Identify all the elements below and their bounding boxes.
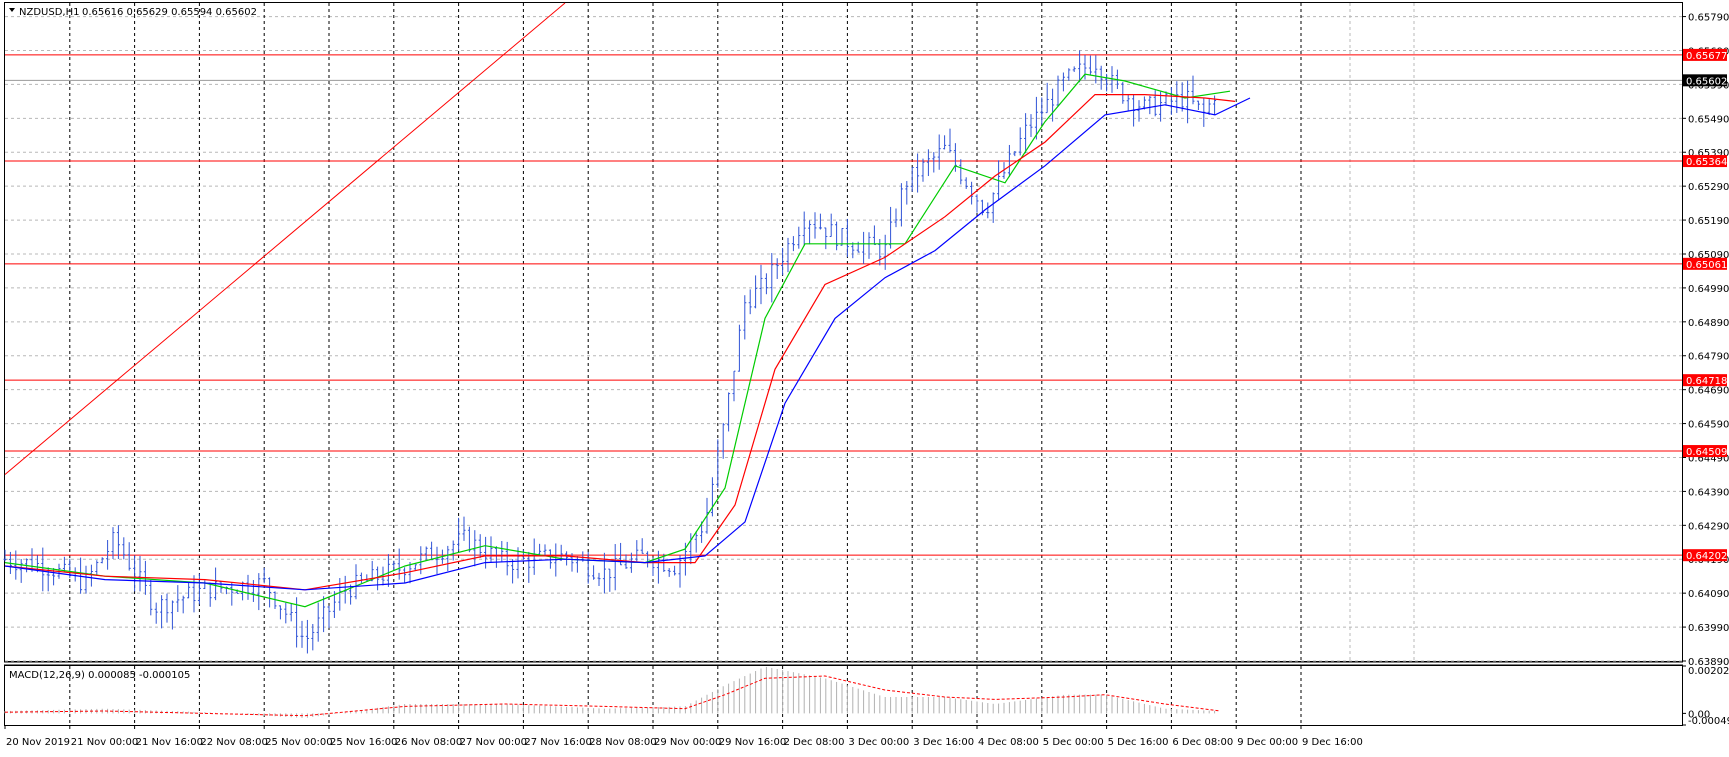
level-tag-label: 0.64718 [1686, 376, 1727, 387]
symbol-label: NZDUSD,H1 [19, 7, 79, 18]
main-pane-frame [4, 2, 1683, 662]
x-tick-label: 2 Dec 08:00 [784, 737, 845, 748]
price-tags: 0.65677 0.65364 0.65061 0.64718 0.64509 0.642… [1683, 48, 1727, 562]
level-tag-label: 0.65364 [1686, 157, 1727, 168]
x-tick-label: 22 Nov 08:00 [200, 737, 267, 748]
y-tick-label: 0.64990 [1688, 284, 1729, 295]
x-tick-label: 9 Dec 00:00 [1237, 737, 1298, 748]
x-tick-label: 25 Nov 16:00 [330, 737, 397, 748]
trend-line[interactable] [4, 2, 566, 475]
y-tick-label: 0.64690 [1688, 386, 1729, 397]
x-tick-label: 21 Nov 00:00 [71, 737, 138, 748]
level-tag-label: 0.64202 [1686, 551, 1727, 562]
support-resistance-lines [5, 54, 1682, 556]
y-tick-label: 0.65290 [1688, 182, 1729, 193]
level-tag-bg [1683, 257, 1727, 270]
y-tick-label: 0.65790 [1688, 13, 1729, 24]
level-tag-bg [1683, 445, 1727, 458]
x-tick-label: 25 Nov 00:00 [265, 737, 332, 748]
level-tag-label: 0.65677 [1686, 51, 1727, 62]
moving-average-green [4, 73, 1231, 608]
current-price-bg [1683, 74, 1727, 87]
level-tag-bg [1683, 374, 1727, 387]
moving-average-blue [4, 97, 1251, 591]
y-tick-label: 0.64790 [1688, 352, 1729, 363]
y-tick-label: 0.65190 [1688, 216, 1729, 227]
macd-pane-frame [4, 665, 1683, 726]
x-tick-label: 3 Dec 16:00 [913, 737, 974, 748]
macd-tick-label: 0.00 [1688, 709, 1710, 720]
y-tick-label: 0.65390 [1688, 148, 1729, 159]
x-tick-label: 26 Nov 08:00 [395, 737, 462, 748]
y-tick-label: 0.64490 [1688, 453, 1729, 464]
level-tag-bg [1683, 48, 1727, 61]
x-tick-label: 5 Dec 16:00 [1108, 737, 1169, 748]
y-tick-label: 0.64090 [1688, 589, 1729, 600]
y-tick-label: 0.64890 [1688, 318, 1729, 329]
y-tick-label: 0.65090 [1688, 250, 1729, 261]
price-axis[interactable]: 0.657900.656900.655900.654900.653900.652… [1682, 13, 1729, 727]
y-tick-label: 0.65490 [1688, 114, 1729, 125]
y-tick-label: 0.64390 [1688, 487, 1729, 498]
macd-signal-line [4, 675, 1221, 717]
x-tick-label: 3 Dec 00:00 [848, 737, 909, 748]
macd-tick-label: -0.000497 [1688, 716, 1729, 727]
grid [5, 3, 1682, 725]
x-tick-label: 27 Nov 00:00 [460, 737, 527, 748]
x-tick-label: 20 Nov 2019 [6, 737, 70, 748]
macd-label: MACD(12,26,9) 0.000085 -0.000105 [9, 670, 190, 681]
x-tick-label: 6 Dec 08:00 [1172, 737, 1233, 748]
level-tag-bg [1683, 155, 1727, 168]
x-tick-label: 29 Nov 00:00 [654, 737, 721, 748]
trend-line-segment[interactable] [4, 2, 566, 475]
x-tick-label: 9 Dec 16:00 [1302, 737, 1363, 748]
current-price-label: 0.65602 [1686, 76, 1727, 87]
x-tick-label: 4 Dec 08:00 [978, 737, 1039, 748]
level-tag-bg [1683, 549, 1727, 562]
moving-average-red [4, 94, 1236, 591]
triangle-down-icon[interactable] [9, 8, 15, 12]
x-tick-label: 5 Dec 00:00 [1043, 737, 1104, 748]
level-tag-label: 0.65061 [1686, 260, 1727, 271]
ohlc-label: 0.65616 0.65629 0.65594 0.65602 [82, 7, 257, 18]
x-tick-label: 27 Nov 16:00 [524, 737, 591, 748]
y-tick-label: 0.63990 [1688, 623, 1729, 634]
x-tick-label: 29 Nov 16:00 [719, 737, 786, 748]
macd-indicator [4, 666, 1221, 718]
y-tick-label: 0.64590 [1688, 420, 1729, 431]
candles [3, 50, 1217, 654]
moving-averages [4, 73, 1251, 608]
x-tick-label: 28 Nov 08:00 [589, 737, 656, 748]
x-tick-label: 21 Nov 16:00 [136, 737, 203, 748]
y-tick-label: 0.64290 [1688, 521, 1729, 532]
macd-tick-label: 0.002027 [1688, 666, 1729, 677]
y-tick-label: 0.63890 [1688, 657, 1729, 668]
level-tag-label: 0.64509 [1686, 447, 1727, 458]
